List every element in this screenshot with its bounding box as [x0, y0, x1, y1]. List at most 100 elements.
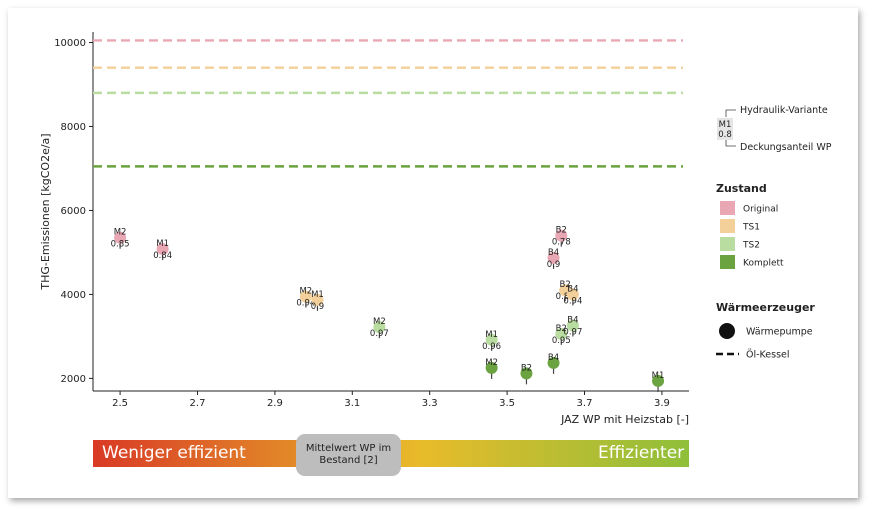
legend-key-connector [725, 140, 736, 147]
point-variant-label: B4 [567, 315, 578, 325]
axes: 2000 4000 6000 8000 10000 2.5 2.7 2.9 3.1 3.3 3.5 3… [39, 32, 689, 426]
point-variant-label: B2 [560, 280, 571, 290]
x-tick-label: 3.1 [344, 398, 360, 409]
legend-swatch-ts1 [720, 219, 735, 233]
point-share-label: 0.78 [552, 238, 571, 248]
point-marker [311, 293, 324, 306]
y-tick-label: 4000 [61, 290, 86, 301]
legend-swatch-komplett [720, 255, 735, 269]
data-point: M2 [485, 358, 498, 379]
average-heat-pump-label: Mittelwert WP im Bestand [2] [305, 443, 392, 466]
point-share-label: 0.97 [370, 329, 389, 339]
legend-key-box [717, 118, 733, 140]
x-tick-label: 3.7 [577, 398, 593, 409]
data-point: B4 0.97 [563, 315, 582, 337]
point-marker [555, 327, 568, 340]
legend-erzeuger-label: Wärmepumpe [746, 327, 813, 338]
point-marker [373, 321, 386, 334]
data-point: B4 0.94 [563, 284, 582, 306]
dashed-lines [93, 39, 683, 168]
figure-frame [8, 8, 858, 498]
y-tick-label: 8000 [61, 122, 86, 133]
legend-key-share: 0.8 [718, 130, 732, 140]
point-variant-label: M1 [485, 330, 498, 340]
legend-key-variant: M1 [719, 120, 732, 130]
point-variant-label: M1 [652, 371, 665, 381]
legend-heatpump-symbol [719, 323, 735, 339]
x-tick-label: 2.9 [267, 398, 283, 409]
data-point: B40.9 [547, 248, 561, 270]
legend-zustand-title: Zustand [716, 182, 767, 195]
data-point: M2 0.97 [370, 317, 389, 339]
point-variant-label: B4 [548, 248, 559, 258]
y-axis-label: THG-Emissionen [kgCO2e/a] [39, 133, 52, 290]
legend-key-share-label: Deckungsanteil WP [740, 142, 832, 153]
x-axis-label: JAZ WP mit Heizstab [-] [560, 413, 689, 426]
x-tick-label: 3.5 [499, 398, 515, 409]
legend: M10.8 Hydraulik-Variante Deckungsanteil WP… [716, 105, 832, 361]
point-marker [547, 356, 560, 369]
x-tick-label: 2.7 [190, 398, 206, 409]
efficiency-bar-left-label: Weniger effizient [102, 443, 246, 463]
point-share-label: 0.9 [547, 260, 561, 270]
legend-zustand-label: TS2 [742, 241, 760, 251]
point-variant-label: B2 [521, 363, 532, 373]
point-marker [485, 333, 498, 346]
legend-erzeuger-title: Wärmeerzeuger [716, 301, 815, 314]
point-share-label: 0.85 [111, 240, 130, 250]
point-variant-label: M2 [114, 228, 127, 238]
point-share-label: 0.94 [296, 299, 315, 309]
data-point: M1 [652, 371, 665, 392]
point-share-label: 0.94 [563, 296, 582, 306]
point-marker [566, 288, 579, 301]
legend-zustand-label: Komplett [743, 259, 784, 269]
point-variant-label: M2 [485, 358, 498, 368]
data-point: M10.9 [311, 290, 325, 312]
legend-key-connector [725, 109, 736, 117]
point-marker [299, 290, 312, 303]
point-share-label: 0.95 [552, 336, 571, 346]
point-share-label: 0.84 [153, 251, 172, 261]
point-share-label: 0.9 [311, 302, 325, 312]
legend-swatch-original [720, 201, 735, 215]
legend-zustand-label: Original [743, 205, 778, 215]
average-heat-pump-box: Mittelwert WP im Bestand [2] [296, 434, 401, 476]
point-variant-label: B4 [548, 353, 559, 363]
y-tick-label: 10000 [54, 38, 86, 49]
efficiency-bar-right-label: Effizienter [598, 443, 685, 463]
point-marker [652, 374, 665, 387]
point-marker [156, 243, 169, 256]
point-variant-label: M2 [299, 287, 312, 297]
point-variant-label: M2 [373, 317, 386, 327]
point-marker [114, 231, 127, 244]
data-point: M2 0.85 [111, 228, 130, 250]
point-variant-label: B4 [567, 284, 578, 294]
y-tick-label: 6000 [61, 206, 86, 217]
point-variant-label: B2 [556, 226, 567, 236]
data-point: M1 0.84 [153, 239, 172, 261]
data-point: B4 [547, 353, 560, 374]
legend-key-variant-label: Hydraulik-Variante [740, 105, 828, 116]
point-marker [485, 361, 498, 374]
data-point: B2 0.95 [552, 324, 571, 346]
legend-swatch-ts2 [720, 237, 735, 251]
legend-erzeuger-label: Öl-Kessel [746, 350, 790, 361]
data-points: M20.85 M10.84B20.78B40.9M20.94M10.9B20.87… [111, 226, 665, 392]
point-marker [520, 367, 533, 380]
point-variant-label: M1 [156, 239, 169, 249]
data-point: B2 [520, 363, 533, 385]
point-share-label: 0.96 [482, 342, 501, 352]
data-point: B2 0.78 [552, 226, 571, 248]
point-share-label: 0.87 [556, 292, 575, 302]
point-marker [566, 319, 579, 332]
y-tick-label: 2000 [61, 374, 86, 385]
point-variant-label: B2 [556, 324, 567, 334]
point-marker [555, 229, 568, 242]
x-tick-label: 3.3 [422, 398, 438, 409]
x-tick-label: 2.5 [112, 398, 128, 409]
data-point: M2 0.94 [296, 287, 315, 309]
x-tick-label: 3.9 [654, 398, 670, 409]
data-point: M1 0.96 [482, 330, 501, 352]
point-share-label: 0.97 [563, 327, 582, 337]
legend-zustand-label: TS1 [742, 223, 760, 233]
